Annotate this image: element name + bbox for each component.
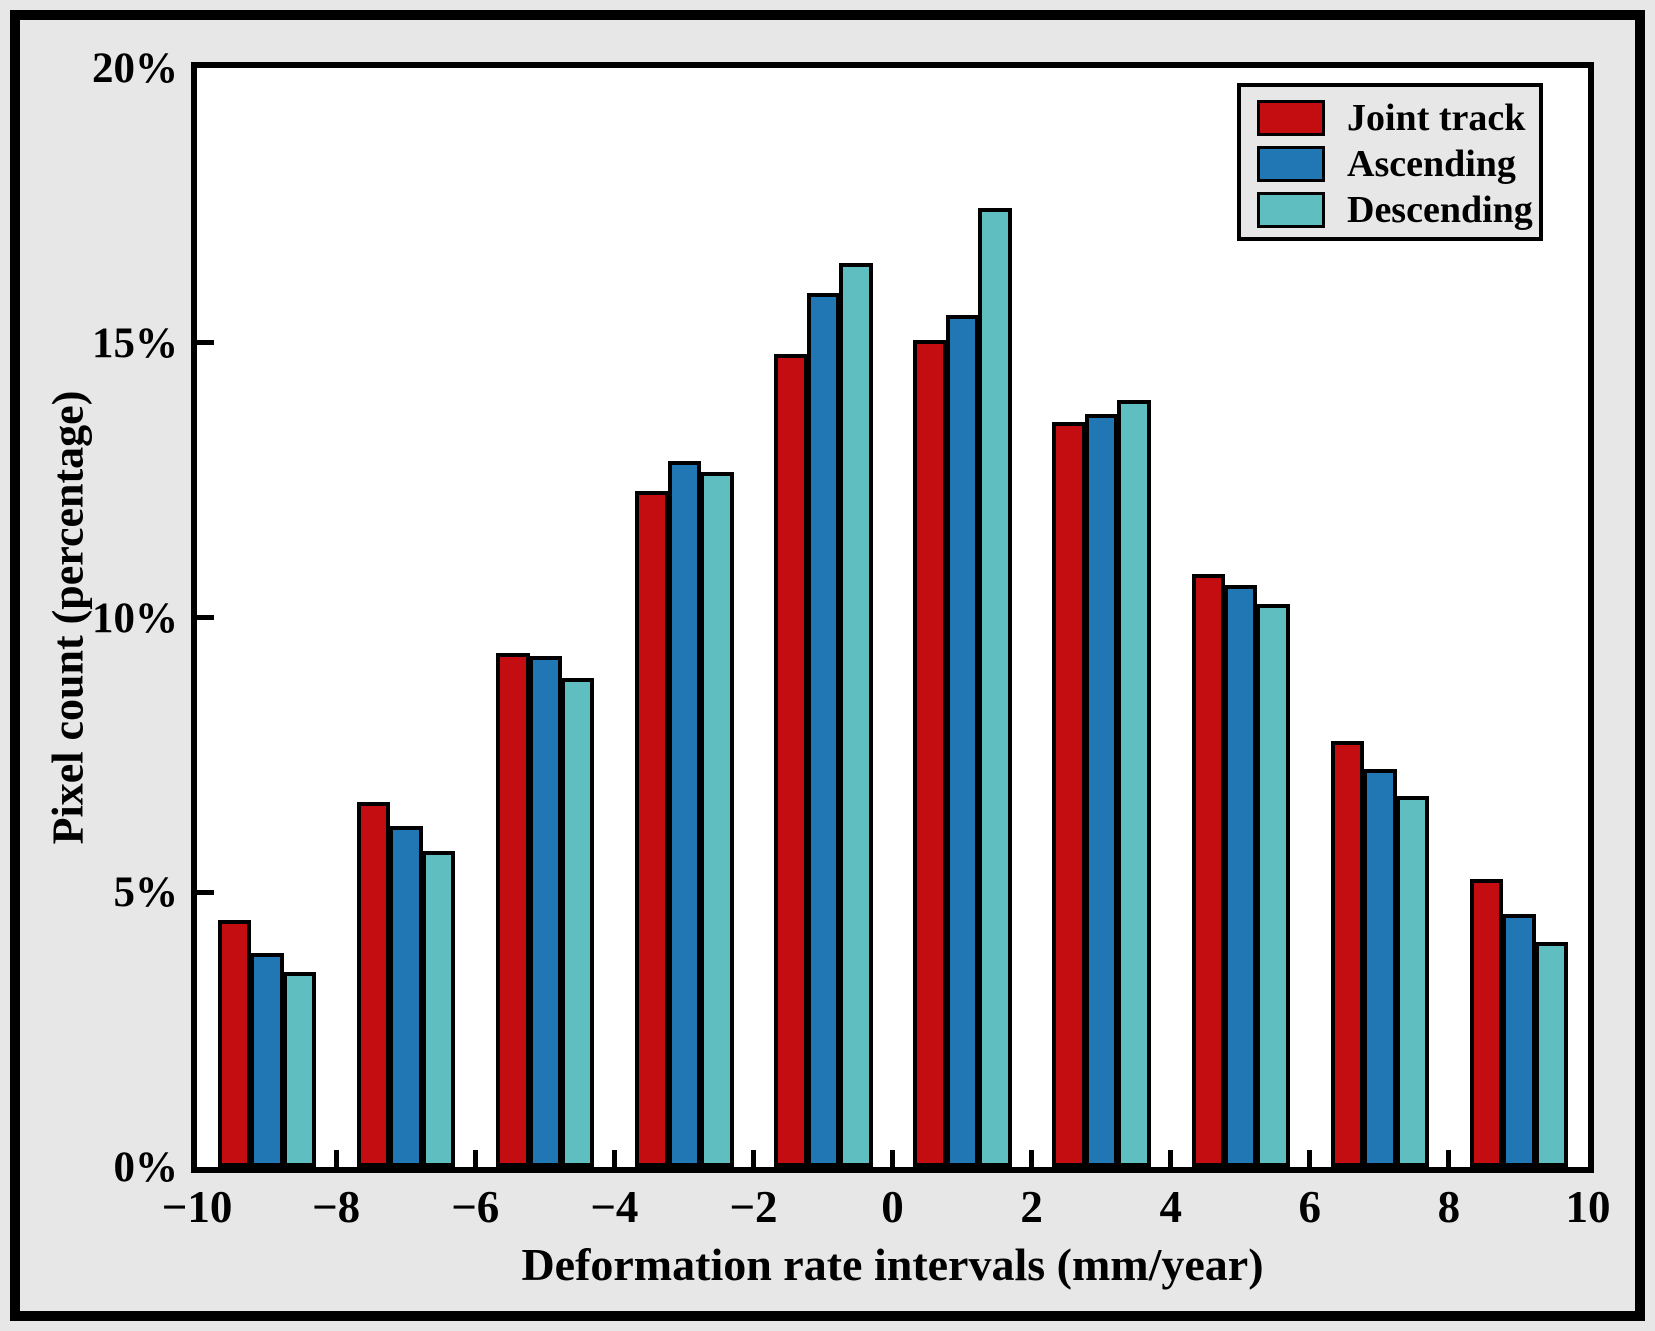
bar-descending [1395, 796, 1430, 1167]
bar-joint-track [496, 653, 530, 1167]
x-tick-label: 6 [1298, 1182, 1322, 1232]
legend-row-ascending: Ascending [1257, 141, 1539, 187]
bar-ascending [250, 952, 284, 1167]
bar-descending [978, 208, 1012, 1167]
x-tick-label: −8 [312, 1182, 361, 1232]
x-tick-mark [750, 1150, 756, 1167]
x-tick-label: 10 [1565, 1182, 1611, 1232]
bar-joint-track [774, 353, 808, 1167]
bar-ascending [806, 293, 841, 1167]
bar-joint-track [1469, 878, 1504, 1167]
legend-swatch-descending [1257, 192, 1325, 228]
x-tick-label: 0 [881, 1182, 904, 1232]
bar-ascending [1224, 584, 1258, 1167]
y-axis-title: Pixel count (percentage) [43, 390, 93, 845]
x-tick-label: −4 [590, 1182, 639, 1232]
x-tick-mark [1168, 1150, 1174, 1167]
x-tick-label: 2 [1020, 1182, 1043, 1232]
bar-descending [421, 851, 456, 1167]
x-tick-mark [333, 1150, 339, 1167]
bar-ascending [389, 826, 423, 1167]
bar-joint-track [217, 919, 252, 1167]
y-tick-label: 10% [92, 594, 178, 642]
bar-joint-track [1330, 741, 1365, 1167]
bar-descending [700, 471, 734, 1167]
plot-area [191, 62, 1594, 1173]
bar-ascending [1502, 914, 1536, 1167]
x-tick-mark [1446, 1150, 1452, 1167]
x-tick-label: 4 [1159, 1182, 1182, 1232]
bar-joint-track [1191, 573, 1226, 1167]
legend-label: Joint track [1347, 97, 1526, 139]
bar-joint-track [913, 340, 947, 1167]
y-tick-mark [197, 615, 214, 620]
x-tick-mark [472, 1150, 478, 1167]
bar-ascending [945, 315, 980, 1167]
y-tick-label: 20% [92, 45, 178, 92]
bar-descending [1534, 941, 1569, 1167]
legend-row-joint-track: Joint track [1257, 95, 1539, 141]
bar-joint-track [635, 491, 669, 1167]
y-tick-label: 0% [113, 1144, 179, 1191]
legend-label: Descending [1347, 189, 1533, 231]
plot-inner-area [197, 68, 1588, 1167]
x-tick-mark [890, 1150, 895, 1167]
x-tick-label: −6 [451, 1182, 500, 1232]
legend-swatch-ascending [1257, 146, 1325, 182]
x-tick-mark [1029, 1150, 1035, 1167]
y-tick-mark [197, 340, 214, 346]
x-tick-mark [1307, 1150, 1313, 1167]
bar-ascending [1363, 768, 1397, 1167]
x-tick-label: −2 [729, 1182, 778, 1232]
x-tick-label: −10 [161, 1182, 233, 1232]
bar-descending [282, 971, 317, 1167]
bar-descending [1117, 400, 1151, 1167]
bar-descending [839, 263, 873, 1167]
bar-ascending [1084, 414, 1119, 1167]
legend-label: Ascending [1347, 143, 1516, 185]
bar-ascending [528, 655, 562, 1167]
x-axis-title: Deformation rate intervals (mm/year) [521, 1239, 1264, 1290]
y-tick-label: 5% [113, 869, 179, 917]
bar-joint-track [356, 801, 391, 1167]
bar-descending [1256, 603, 1290, 1167]
legend: Joint track Ascending Descending [1237, 83, 1543, 241]
bar-ascending [667, 460, 702, 1167]
legend-row-descending: Descending [1257, 187, 1539, 233]
y-tick-mark [197, 889, 214, 895]
bar-joint-track [1052, 422, 1086, 1167]
bar-descending [560, 677, 595, 1167]
x-tick-label: 8 [1437, 1182, 1461, 1232]
x-tick-mark [611, 1150, 617, 1167]
legend-swatch-joint-track [1257, 100, 1325, 136]
y-tick-label: 15% [92, 319, 178, 367]
